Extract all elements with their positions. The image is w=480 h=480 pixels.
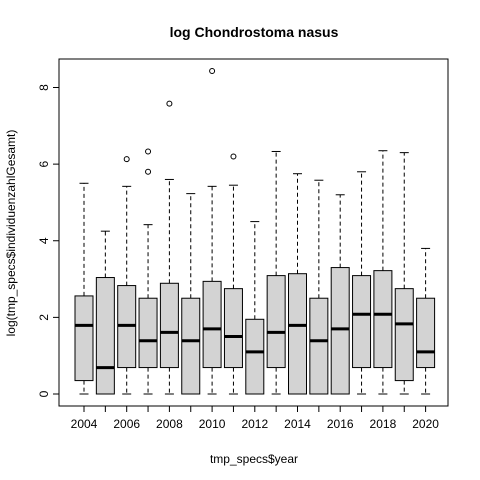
outlier-point — [145, 148, 152, 155]
outlier-point — [209, 68, 216, 75]
iqr-box — [416, 297, 436, 369]
x-tick-label: 2010 — [199, 417, 226, 431]
box-2017 — [352, 171, 372, 395]
iqr-box — [138, 297, 158, 369]
x-tick-label: 2018 — [370, 417, 397, 431]
box-2018 — [373, 150, 393, 395]
box-2004 — [74, 182, 94, 395]
outlier-point — [145, 168, 152, 175]
outlier-point — [166, 100, 173, 107]
y-axis-label: log(tmp_specs$individuenzahlGesamt) — [4, 130, 18, 337]
box-2011 — [223, 153, 243, 395]
iqr-box — [266, 275, 286, 369]
iqr-box — [95, 277, 115, 395]
y-tick-label: 2 — [37, 314, 51, 321]
box-2014 — [288, 173, 307, 395]
x-tick-label: 2014 — [284, 417, 311, 431]
box-2012 — [245, 221, 265, 395]
box-2006 — [117, 156, 137, 395]
box-2007 — [138, 148, 158, 395]
iqr-box — [245, 318, 265, 395]
iqr-box — [223, 288, 243, 369]
iqr-box — [352, 275, 372, 369]
y-tick-label: 8 — [37, 84, 51, 91]
y-tick-label: 6 — [37, 160, 51, 167]
iqr-box — [181, 297, 201, 395]
chart-title: log Chondrostoma nasus — [170, 24, 339, 40]
x-tick-label: 2012 — [241, 417, 268, 431]
iqr-box — [373, 270, 393, 369]
boxes — [74, 68, 436, 395]
x-tick-label: 2008 — [156, 417, 183, 431]
iqr-box — [309, 297, 329, 395]
iqr-box — [159, 282, 179, 369]
iqr-box — [74, 295, 94, 382]
box-2008 — [159, 100, 179, 395]
box-2013 — [266, 150, 286, 395]
y-axis: 0 2 4 6 8 — [37, 84, 60, 397]
box-2005 — [95, 230, 115, 395]
box-2019 — [394, 152, 414, 395]
iqr-box — [288, 273, 307, 395]
box-2020 — [416, 247, 436, 395]
y-tick-label: 4 — [37, 237, 51, 244]
x-axis-label: tmp_specs$year — [210, 452, 298, 466]
iqr-box — [330, 267, 350, 395]
outlier-point — [230, 153, 237, 160]
x-axis: 2004 2006 2008 2010 2012 2014 2016 2018 2020 — [71, 405, 439, 431]
box-2010 — [202, 68, 222, 395]
y-tick-label: 0 — [37, 390, 51, 397]
x-tick-label: 2004 — [71, 417, 98, 431]
box-2016 — [330, 194, 350, 395]
outlier-point — [123, 156, 130, 163]
box-2015 — [309, 179, 329, 395]
x-tick-label: 2016 — [327, 417, 354, 431]
iqr-box — [394, 288, 414, 382]
iqr-box — [202, 280, 222, 369]
x-tick-label: 2006 — [113, 417, 140, 431]
x-tick-label: 2020 — [412, 417, 439, 431]
box-2009 — [181, 193, 201, 395]
